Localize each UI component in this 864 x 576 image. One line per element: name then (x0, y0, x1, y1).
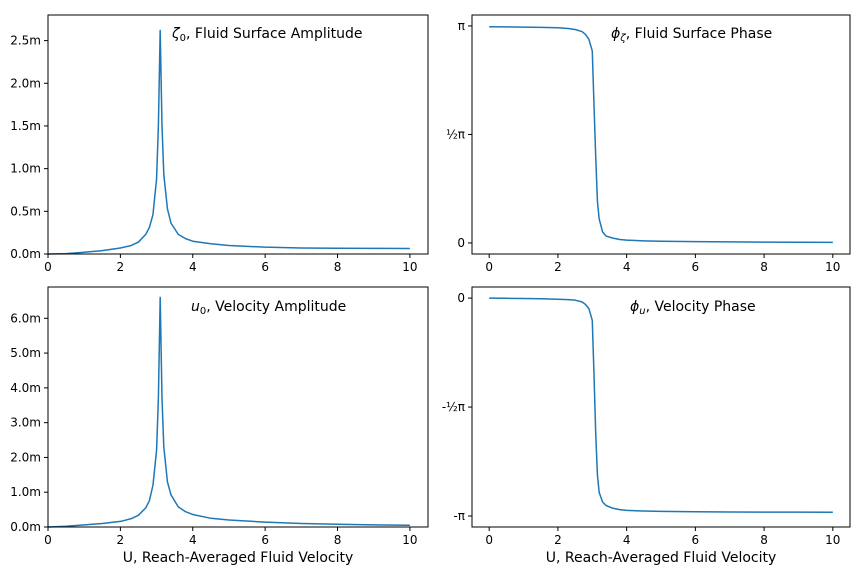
x-tick-label: 6 (261, 533, 269, 547)
y-tick-label: 0 (457, 236, 465, 250)
title-subscript: 0 (200, 306, 206, 317)
x-tick-label: 2 (117, 533, 125, 547)
x-tick-label: 10 (825, 533, 840, 547)
title-symbol: ϕ (611, 26, 620, 42)
panel-velocity-phase-title: ϕu, Velocity Phase (630, 299, 756, 317)
x-tick-label: 8 (334, 260, 342, 274)
panel-velocity-amplitude-marks (47, 296, 410, 528)
x-tick-label: 2 (554, 260, 562, 274)
y-tick-label: ½π (446, 127, 465, 141)
y-tick-label: 5.0m (10, 346, 41, 360)
x-tick-label: 10 (402, 533, 417, 547)
title-symbol: ϕ (630, 299, 639, 315)
y-tick-label: 4.0m (10, 381, 41, 395)
x-tick-label: 4 (623, 260, 631, 274)
y-tick-label: 1.0m (10, 162, 41, 176)
x-tick-label: 8 (760, 533, 768, 547)
y-tick-label: 2.0m (10, 450, 41, 464)
title-text: , Fluid Surface Phase (626, 26, 773, 42)
title-symbol: ζ (171, 26, 181, 42)
title-text: , Fluid Surface Amplitude (186, 26, 362, 42)
title-subscript: 0 (180, 33, 186, 44)
panel-surface-amplitude-marks (47, 29, 410, 255)
surface-phase-series-line (489, 25, 833, 244)
y-tick-label: 1.0m (10, 485, 41, 499)
x-tick-label: 4 (189, 533, 197, 547)
panel-surface-amplitude-ticks: 0 2 4 6 8 10 0.0m 0.5m 1.0m 1.5m 2.0m 2.5m (10, 34, 417, 274)
panel-velocity-amplitude-title: u0, Velocity Amplitude (191, 299, 346, 317)
y-tick-label: 0.0m (10, 520, 41, 534)
y-tick-label: 1.5m (10, 119, 41, 133)
y-tick-label: 6.0m (10, 311, 41, 325)
panel-velocity-phase-xlabel: U, Reach-Averaged Fluid Velocity (546, 550, 777, 566)
y-tick-label: -π (453, 509, 465, 523)
x-tick-label: 8 (760, 260, 768, 274)
panel-surface-amplitude-title: ζ0, Fluid Surface Amplitude (171, 26, 362, 44)
x-tick-label: 6 (261, 260, 269, 274)
y-tick-label: 2.0m (10, 76, 41, 90)
panel-velocity-amplitude-frame (47, 286, 429, 528)
title-text: , Velocity Amplitude (206, 299, 346, 315)
y-tick-label: 0 (457, 291, 465, 305)
panel-velocity-phase: 0 2 4 6 8 10 0 -½π -π ϕu, Velocity Phase U, Reac… (442, 286, 851, 566)
x-tick-label: 0 (485, 533, 493, 547)
x-tick-label: 2 (554, 533, 562, 547)
x-tick-label: 4 (623, 533, 631, 547)
title-subscript: ζ (619, 33, 626, 44)
panel-velocity-amplitude: 0 2 4 6 8 100.0m1.0m2.0m3.0m4.0m5.0m6.0m u0, … (10, 286, 429, 566)
panel-surface-phase-ticks: 0 2 4 6 8 10 0 ½π π (446, 19, 840, 274)
panel-velocity-amplitude-xlabel: U, Reach-Averaged Fluid Velocity (123, 550, 354, 566)
x-tick-label: 0 (485, 260, 493, 274)
x-tick-label: 6 (692, 533, 700, 547)
title-text: , Velocity Phase (646, 299, 756, 315)
y-tick-label: 0.5m (10, 204, 41, 218)
y-tick-label: 2.5m (10, 34, 41, 48)
y-tick-label: π (458, 19, 465, 33)
x-tick-label: 10 (402, 260, 417, 274)
title-symbol: u (191, 299, 200, 315)
x-tick-label: 8 (334, 533, 342, 547)
x-tick-label: 10 (825, 260, 840, 274)
x-tick-label: 4 (189, 260, 197, 274)
x-tick-label: 0 (44, 533, 52, 547)
x-tick-label: 0 (44, 260, 52, 274)
panel-velocity-phase-ticks: 0 2 4 6 8 10 0 -½π -π (442, 291, 841, 547)
panel-velocity-phase-frame (471, 286, 851, 528)
panel-surface-phase-title: ϕζ, Fluid Surface Phase (611, 26, 772, 44)
y-tick-label: 0.0m (10, 247, 41, 261)
panel-surface-amplitude-frame (47, 14, 429, 255)
panel-velocity-amplitude-ticks: 0 2 4 6 8 10 0.0m 1.0m 2.0m 3.0m 4.0m 5.0m 6.0m (10, 311, 417, 547)
surface-amplitude-series-line (47, 29, 410, 255)
panel-velocity-phase-marks (489, 297, 833, 513)
panel-surface-phase-marks (489, 25, 833, 244)
y-tick-label: 3.0m (10, 416, 41, 430)
x-tick-label: 2 (117, 260, 125, 274)
velocity-phase-series-line (489, 297, 833, 513)
y-tick-label: -½π (442, 400, 465, 414)
panel-surface-phase-frame (471, 14, 851, 255)
panel-surface-phase: 0 2 4 6 8 10 0 ½π π ϕζ, Fluid Surface Phase (446, 14, 851, 274)
x-tick-label: 6 (692, 260, 700, 274)
title-subscript: u (639, 306, 645, 317)
velocity-amplitude-series-line (47, 296, 410, 528)
panel-surface-amplitude: 0 2 4 6 8 100.0m0.5m1.0m1.5m2.0m2.5m ζ0, Flui… (10, 14, 429, 274)
